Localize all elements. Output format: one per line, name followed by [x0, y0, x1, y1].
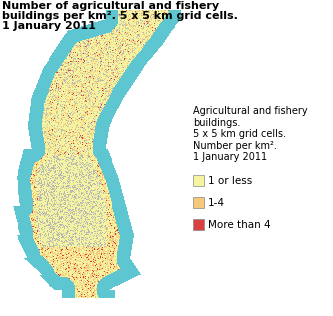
Text: Number of agricultural and fishery: Number of agricultural and fishery: [2, 1, 219, 11]
Text: Agricultural and fishery
buildings.
5 x 5 km grid cells.
Number per km².
1 Janua: Agricultural and fishery buildings. 5 x …: [193, 106, 308, 162]
FancyBboxPatch shape: [193, 197, 204, 208]
Text: 1 or less: 1 or less: [207, 175, 252, 185]
FancyBboxPatch shape: [193, 175, 204, 186]
Text: 1-4: 1-4: [207, 198, 224, 208]
Text: More than 4: More than 4: [207, 220, 270, 229]
Text: 1 January 2011: 1 January 2011: [2, 21, 96, 31]
FancyBboxPatch shape: [193, 219, 204, 230]
Text: buildings per km². 5 x 5 km grid cells.: buildings per km². 5 x 5 km grid cells.: [2, 11, 238, 21]
